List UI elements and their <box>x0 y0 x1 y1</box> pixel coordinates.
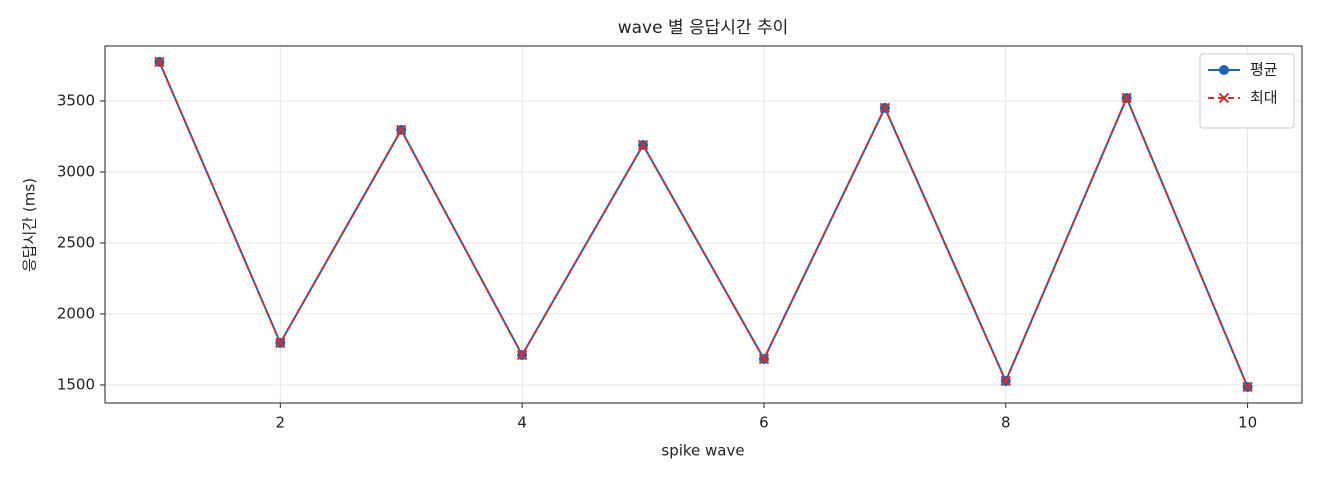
marker <box>396 124 407 136</box>
y-tick-label: 1500 <box>57 375 95 393</box>
series-line <box>158 61 1249 388</box>
marker <box>1000 375 1011 387</box>
legend-label: 평균 <box>1250 61 1278 79</box>
marker <box>1242 381 1253 393</box>
marker <box>758 353 770 365</box>
x-tick-label: 2 <box>276 414 286 432</box>
x-axis-label: spike wave <box>661 442 744 460</box>
x-tick-label: 6 <box>759 414 769 432</box>
marker <box>637 139 649 151</box>
marker <box>516 349 528 361</box>
y-tick-label: 3500 <box>57 91 95 109</box>
legend-box <box>1199 53 1295 129</box>
y-tick-label: 3000 <box>57 162 95 180</box>
x-tick-label: 10 <box>1238 414 1257 432</box>
y-tick-label: 2000 <box>57 304 95 322</box>
plot-frame <box>104 45 1303 404</box>
chart-title: wave 별 응답시간 추이 <box>618 18 789 38</box>
y-tick-label: 2500 <box>57 233 95 251</box>
legend-marker <box>1219 65 1229 75</box>
marker <box>275 337 286 349</box>
legend-marker <box>1218 92 1230 104</box>
y-axis-label: 응답시간 (ms) <box>21 178 39 272</box>
marker <box>154 56 165 68</box>
x-tick-label: 4 <box>517 414 527 432</box>
legend-label: 최대 <box>1250 89 1278 107</box>
marker <box>879 102 891 114</box>
x-tick-label: 8 <box>1001 414 1011 432</box>
marker <box>1121 92 1132 104</box>
